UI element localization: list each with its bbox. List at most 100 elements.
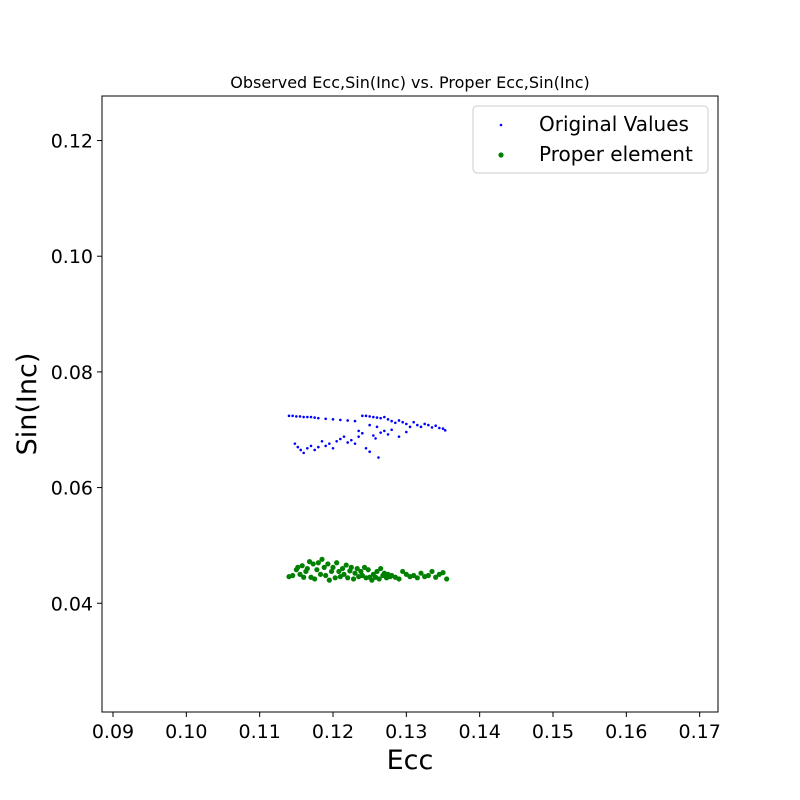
data-point bbox=[290, 572, 296, 579]
data-point bbox=[350, 438, 353, 442]
data-point bbox=[346, 419, 349, 422]
x-tick-label: 0.13 bbox=[385, 721, 427, 743]
data-point bbox=[295, 564, 301, 570]
data-point bbox=[342, 435, 346, 438]
series-1 bbox=[286, 556, 450, 583]
data-point bbox=[364, 414, 368, 418]
data-point bbox=[310, 561, 316, 567]
data-point bbox=[313, 416, 316, 419]
data-point bbox=[299, 563, 305, 569]
data-point bbox=[408, 425, 412, 429]
data-point bbox=[412, 420, 415, 424]
data-point bbox=[394, 421, 397, 425]
data-point bbox=[319, 556, 325, 562]
y-tick-label: 0.10 bbox=[51, 246, 93, 268]
data-point bbox=[390, 419, 393, 423]
y-tick-label: 0.06 bbox=[51, 478, 93, 500]
data-point bbox=[330, 564, 336, 570]
data-point bbox=[348, 564, 354, 570]
y-tick-label: 0.08 bbox=[51, 362, 93, 384]
data-point bbox=[358, 568, 364, 575]
data-point bbox=[378, 565, 384, 572]
data-point bbox=[434, 424, 437, 427]
data-point bbox=[369, 577, 375, 583]
data-point bbox=[430, 426, 434, 429]
data-point bbox=[414, 575, 420, 581]
data-point bbox=[321, 564, 327, 570]
data-point bbox=[361, 431, 364, 435]
data-point bbox=[429, 568, 435, 575]
x-tick-label: 0.11 bbox=[239, 721, 281, 743]
data-point bbox=[336, 568, 342, 575]
data-point bbox=[339, 437, 342, 441]
x-tick-label: 0.09 bbox=[92, 721, 134, 743]
x-tick-label: 0.12 bbox=[312, 721, 354, 743]
data-point bbox=[397, 435, 401, 438]
data-point bbox=[331, 418, 335, 421]
data-point bbox=[419, 425, 423, 429]
data-point bbox=[368, 415, 371, 418]
data-point bbox=[396, 576, 402, 582]
data-point bbox=[425, 572, 431, 579]
data-point bbox=[368, 423, 371, 427]
data-point bbox=[379, 431, 382, 434]
legend-label-original-values: Original Values bbox=[539, 112, 689, 136]
data-point bbox=[390, 428, 393, 432]
data-point bbox=[368, 450, 371, 454]
data-point bbox=[324, 417, 327, 421]
data-point bbox=[328, 568, 335, 575]
data-point bbox=[320, 440, 324, 443]
y-axis-ticks: 0.04 0.06 0.08 0.10 0.12 bbox=[51, 131, 102, 615]
data-point bbox=[331, 446, 335, 450]
data-point bbox=[374, 437, 377, 440]
data-point bbox=[361, 414, 364, 418]
legend: Original Values Proper element bbox=[472, 105, 709, 174]
data-point bbox=[323, 572, 329, 579]
data-point bbox=[324, 444, 327, 448]
data-point bbox=[315, 560, 321, 566]
data-point bbox=[287, 414, 291, 418]
data-point bbox=[334, 560, 340, 566]
x-tick-label: 0.10 bbox=[165, 721, 207, 743]
data-point bbox=[405, 430, 408, 434]
data-point bbox=[357, 435, 360, 438]
data-point bbox=[302, 451, 305, 455]
data-point bbox=[309, 444, 313, 448]
points-layer bbox=[286, 414, 450, 583]
data-point bbox=[401, 420, 404, 424]
data-point bbox=[293, 442, 297, 445]
data-point bbox=[335, 440, 338, 443]
data-point bbox=[317, 571, 324, 577]
data-point bbox=[304, 565, 310, 572]
data-point bbox=[306, 415, 309, 419]
data-point bbox=[418, 570, 424, 576]
data-point bbox=[383, 429, 386, 433]
data-point bbox=[301, 574, 307, 580]
data-point bbox=[317, 445, 320, 449]
legend-label-proper-element: Proper element bbox=[539, 142, 693, 166]
data-point bbox=[339, 418, 342, 422]
data-point bbox=[298, 415, 302, 418]
data-point bbox=[357, 429, 360, 433]
data-point bbox=[365, 567, 371, 573]
data-point bbox=[443, 429, 447, 432]
data-point bbox=[379, 416, 382, 420]
y-axis-label: Sin(Inc) bbox=[12, 353, 43, 456]
data-point bbox=[295, 415, 298, 418]
legend-box bbox=[472, 105, 709, 174]
data-point bbox=[297, 571, 303, 577]
data-point bbox=[352, 570, 358, 576]
data-point bbox=[376, 576, 382, 582]
data-point bbox=[353, 419, 357, 423]
data-point bbox=[328, 442, 331, 445]
data-point bbox=[364, 446, 368, 450]
data-point bbox=[339, 565, 346, 572]
data-point bbox=[375, 416, 379, 419]
data-point bbox=[354, 565, 360, 572]
x-axis-ticks: 0.09 0.10 0.11 0.12 0.13 0.14 0.15 0.16 0.17 bbox=[92, 712, 721, 743]
data-point bbox=[299, 448, 303, 452]
data-point bbox=[433, 574, 439, 580]
data-point bbox=[302, 415, 305, 419]
data-point bbox=[325, 561, 331, 567]
